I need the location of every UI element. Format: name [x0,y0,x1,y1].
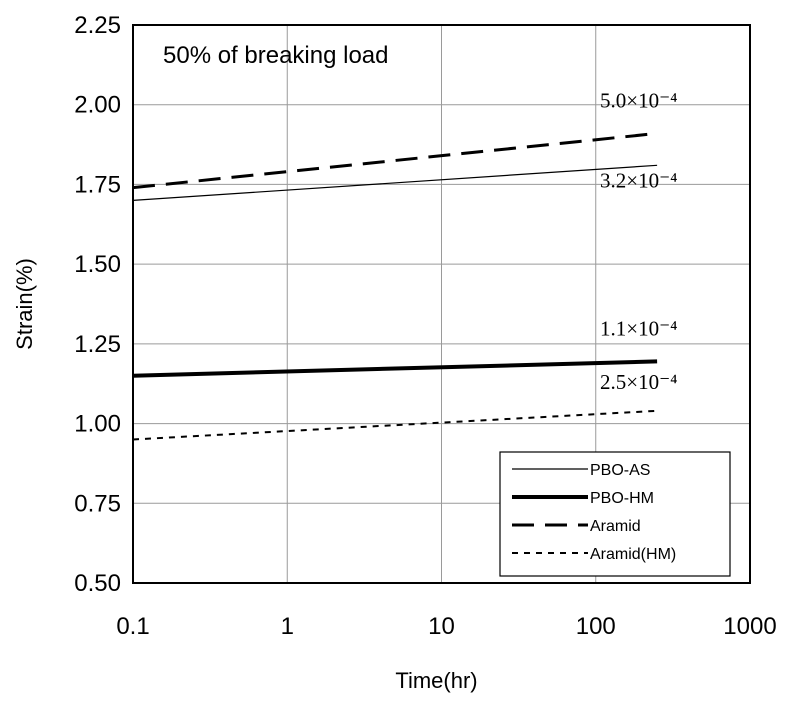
x-tick-labels: 0.1 1 10 100 1000 [116,613,776,640]
x-axis-title: Time(hr) [395,668,477,693]
y-tick-label: 1.25 [74,331,121,358]
legend-label: PBO-HM [590,490,654,507]
series-line-aramid [132,131,658,190]
series-line-pbo-as [132,164,658,201]
series-line-aramid-hm- [132,409,658,441]
rate-label-aramid-hm-: 2.5×10⁻⁴ [600,370,678,394]
y-tick-label: 2.00 [74,92,121,119]
x-tick-label: 1 [281,613,294,640]
grid [133,25,750,583]
y-tick-label: 2.25 [74,12,121,39]
x-tick-label: 1000 [723,613,776,640]
legend-label: Aramid(HM) [590,546,676,563]
y-tick-label: 1.00 [74,411,121,438]
x-tick-label: 100 [576,613,616,640]
y-tick-label: 1.50 [74,251,121,278]
series-layer [132,131,658,441]
rate-label-pbo-hm: 1.1×10⁻⁴ [600,316,678,340]
plot-frame [132,24,751,584]
series-line-pbo-hm [132,359,658,378]
y-axis-title: Strain(%) [12,258,37,350]
x-tick-label: 10 [428,613,455,640]
y-tick-labels: 0.50 0.75 1.00 1.25 1.50 1.75 2.00 2.25 [74,12,121,597]
legend-label: PBO-AS [590,462,650,479]
y-tick-label: 1.75 [74,171,121,198]
legend: PBO-AS PBO-HM Aramid Aramid(HM) [499,451,731,577]
legend-box [499,451,731,577]
y-tick-label: 0.50 [74,570,121,597]
legend-label: Aramid [590,518,641,535]
x-tick-label: 0.1 [116,613,149,640]
chart-annotation: 50% of breaking load [163,42,389,69]
rate-label-pbo-as: 3.2×10⁻⁴ [600,168,678,192]
rate-label-aramid: 5.0×10⁻⁴ [600,88,678,112]
rate-labels: 3.2×10⁻⁴ 1.1×10⁻⁴ 5.0×10⁻⁴ 2.5×10⁻⁴ [600,88,678,393]
y-tick-label: 0.75 [74,490,121,517]
